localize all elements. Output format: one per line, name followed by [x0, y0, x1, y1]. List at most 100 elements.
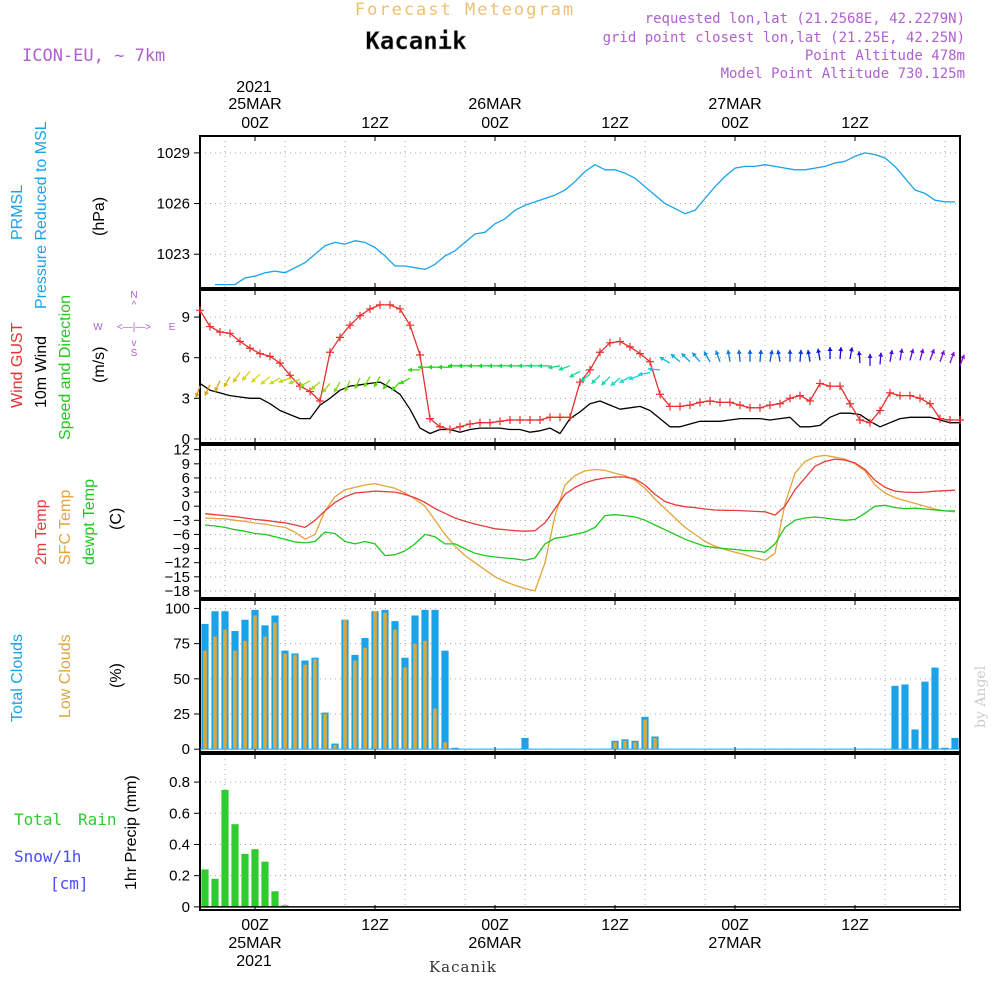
arrow-head	[816, 348, 822, 353]
y-tick-label: −12	[165, 555, 190, 572]
gust-marker	[866, 418, 874, 427]
y-tick-label: 1029	[157, 145, 190, 162]
arrow-head	[930, 349, 936, 354]
bottom-year: 2021	[236, 953, 272, 970]
low-cloud-bar	[283, 653, 287, 750]
arrow-head	[558, 366, 564, 371]
arrow-head	[538, 363, 542, 369]
wind-labels: Wind GUST 10m Wind Speed and Direction (…	[9, 290, 176, 440]
chart-title: Forecast Meteogram	[355, 0, 575, 20]
wind-direction-arrow	[703, 351, 711, 363]
gust-marker	[716, 398, 724, 407]
gust-marker	[786, 394, 794, 403]
wind-direction-arrow	[382, 378, 391, 390]
low-cloud-bar	[653, 737, 657, 750]
gust-marker	[526, 415, 534, 424]
arrow-head	[681, 353, 687, 358]
wind-direction-arrow	[310, 381, 321, 391]
total-cloud-bar	[951, 737, 959, 750]
arrow-head	[919, 348, 925, 354]
wind-direction-arrow	[288, 378, 301, 385]
rain-bar	[281, 905, 289, 907]
wind-direction-arrow	[758, 349, 764, 362]
low-cloud-bar	[443, 742, 447, 750]
gust-marker	[876, 406, 884, 415]
wind-direction-arrow	[827, 347, 833, 360]
y-tick-label: 12	[173, 442, 190, 459]
low-cloud-bar	[333, 744, 337, 750]
arrow-head	[260, 379, 266, 385]
gust-marker	[566, 413, 574, 422]
compass-east: E	[169, 322, 176, 333]
y-tick-label: 1026	[157, 196, 190, 213]
wind-direction-arrow	[610, 377, 621, 387]
y-tick-label: 0	[182, 741, 190, 758]
arrow-head	[888, 349, 894, 355]
arrow-head	[438, 364, 442, 370]
arrow-head	[619, 378, 625, 383]
y-tick-label: 3	[182, 390, 190, 407]
wind-direction-arrow	[373, 376, 381, 388]
arrow-head	[391, 385, 397, 391]
arrow-head	[827, 347, 833, 352]
gust-marker	[516, 415, 524, 424]
arrow-head	[383, 384, 388, 390]
dewpoint-line	[204, 504, 955, 561]
gust-marker	[666, 402, 674, 411]
wind-direction-arrow	[747, 349, 753, 362]
point-altitude: Point Altitude 478m	[805, 48, 965, 64]
gust-marker	[506, 415, 514, 424]
wind-direction-arrow	[628, 374, 641, 381]
pressure-line	[215, 152, 955, 286]
low-cloud-bar	[363, 647, 367, 750]
wind-panel: 0 3 6 9	[182, 289, 966, 448]
gust-marker	[796, 391, 804, 400]
gust-marker	[576, 378, 584, 387]
arrow-head	[787, 349, 793, 354]
total-cloud-bar	[901, 684, 909, 750]
wind-direction-arrow	[736, 349, 742, 362]
y-tick-label: 75	[173, 636, 190, 653]
gust-marker	[736, 401, 744, 410]
wind-direction-arrow	[251, 373, 261, 383]
gust-marker	[216, 327, 224, 336]
snow-label: Snow/1h	[14, 847, 81, 866]
gust-marker	[236, 337, 244, 346]
closest-coords: grid point closest lon,lat (21.25E, 42.2…	[603, 30, 965, 46]
arrow-head	[233, 377, 238, 383]
gust-marker	[686, 401, 694, 410]
gust-marker	[856, 415, 864, 424]
bottom-hour-label: 00Z	[721, 917, 749, 934]
top-date-label: 25MAR	[228, 96, 281, 113]
arrow-head	[458, 363, 462, 369]
requested-coords: requested lon,lat (21.2568E, 42.2279N)	[645, 11, 965, 27]
wind-direction-arrow	[714, 350, 721, 362]
y-tick-label: 1023	[157, 246, 190, 263]
total-cloud-bar	[921, 681, 929, 750]
arrow-head	[806, 349, 812, 355]
arrow-head	[223, 382, 229, 388]
gust-marker	[346, 321, 354, 330]
footer-location: Kacanik	[429, 958, 497, 976]
wind-direction-arrow	[241, 370, 251, 381]
arrow-head	[428, 364, 432, 370]
gust-marker	[496, 417, 504, 426]
gust-marker	[536, 415, 544, 424]
wind-direction-arrow	[591, 374, 601, 385]
arrow-head	[580, 377, 586, 382]
wind-direction-arrow	[638, 371, 651, 377]
panel-frame	[199, 753, 961, 911]
clouds-labels: Total Clouds Low Clouds (%)	[9, 634, 125, 722]
gust-marker	[476, 418, 484, 427]
wind-unit: (m/s)	[91, 347, 108, 383]
snow-unit-label: [cm]	[50, 874, 89, 893]
pressure-unit: (hPa)	[91, 197, 108, 236]
arrow-head	[363, 382, 369, 388]
rain-label-rain: Rain	[78, 810, 117, 829]
y-tick-label: 0	[182, 498, 190, 515]
arrow-head	[898, 348, 904, 353]
gust-marker	[306, 387, 314, 396]
arrow-head	[714, 350, 720, 356]
low-cloud-bar	[373, 611, 377, 750]
arrow-head	[478, 363, 482, 369]
